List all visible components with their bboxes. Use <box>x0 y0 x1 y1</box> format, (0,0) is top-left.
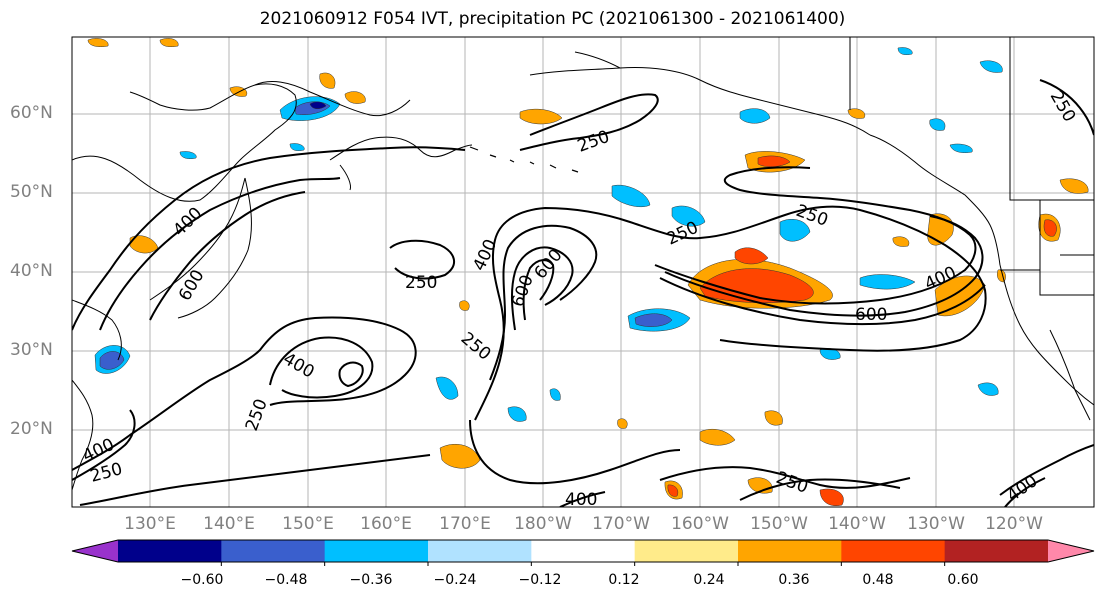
colorbar-segment <box>428 540 532 562</box>
lon-label: 140°E <box>203 514 255 534</box>
colorbar-segment <box>221 540 326 562</box>
colorbar-segment <box>118 540 222 562</box>
colorbar-tick-label: 0.36 <box>778 572 810 588</box>
ivt-contours <box>72 79 1094 507</box>
lon-label: 160°E <box>360 514 412 534</box>
lon-label: 150°W <box>750 514 808 534</box>
lon-label: 130°E <box>124 514 176 534</box>
lon-label: 170°E <box>439 514 491 534</box>
colorbar-segment <box>531 540 636 562</box>
colorbar-segment <box>944 540 1049 562</box>
colorbar-tick-label: 0.24 <box>693 572 725 588</box>
colorbar-tick-label: 0.48 <box>862 572 894 588</box>
colorbar-segment <box>841 540 946 562</box>
colorbar <box>71 539 1095 566</box>
lat-label: 40°N <box>10 261 53 281</box>
colorbar-tick-label: −0.60 <box>180 572 224 588</box>
contour-label: 250 <box>405 273 437 293</box>
colorbar-outline <box>71 539 1095 563</box>
colorbar-tick-label: −0.24 <box>433 572 477 588</box>
lon-label: 180°W <box>514 514 572 534</box>
colorbar-extend-low <box>72 540 118 562</box>
lon-label: 120°W <box>985 514 1043 534</box>
lon-label: 130°W <box>907 514 965 534</box>
lon-label: 170°W <box>592 514 650 534</box>
lat-label: 50°N <box>10 182 53 202</box>
colorbar-segment <box>634 540 739 562</box>
precipitation-shading <box>87 38 1089 506</box>
lat-label: 60°N <box>10 103 53 123</box>
colorbar-segment <box>324 540 429 562</box>
colorbar-tick-label: −0.12 <box>518 572 562 588</box>
lon-label: 150°E <box>282 514 334 534</box>
contour-label: 600 <box>855 305 887 325</box>
coastlines <box>72 37 1094 491</box>
colorbar-extend-high <box>1048 540 1094 562</box>
map-title: 2021060912 F054 IVT, precipitation PC (2… <box>259 9 846 29</box>
colorbar-tick-label: −0.48 <box>264 572 308 588</box>
colorbar-segment <box>738 540 842 562</box>
lon-label: 140°W <box>828 514 886 534</box>
contour-label: 400 <box>565 490 597 510</box>
colorbar-tick-label: −0.36 <box>349 572 393 588</box>
colorbar-tick-label: 0.60 <box>947 572 979 588</box>
lat-label: 30°N <box>10 340 53 360</box>
map-frame <box>71 36 1095 508</box>
lon-label: 160°W <box>671 514 729 534</box>
colorbar-tick-label: 0.12 <box>608 572 640 588</box>
lat-label: 20°N <box>10 419 53 439</box>
